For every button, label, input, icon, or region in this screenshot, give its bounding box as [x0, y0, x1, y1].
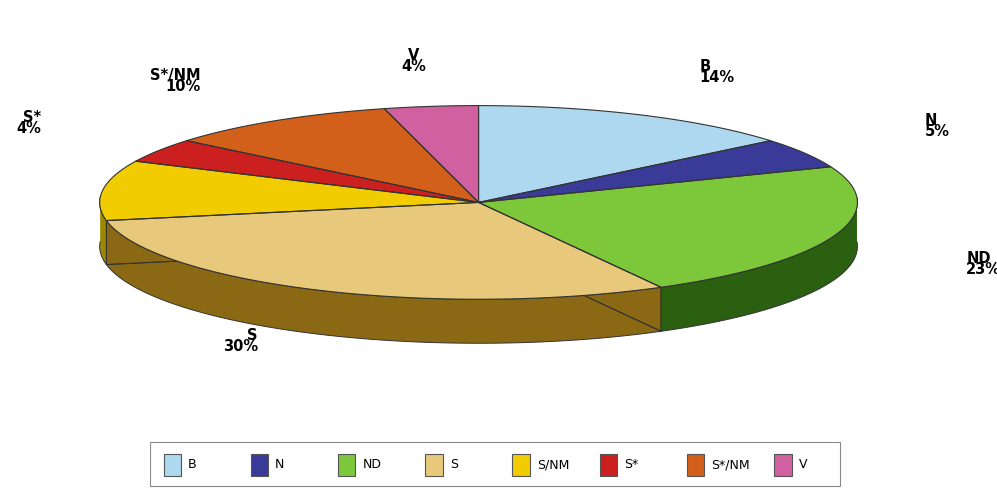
- Polygon shape: [136, 142, 479, 203]
- Polygon shape: [100, 198, 107, 265]
- Text: N: N: [925, 113, 937, 128]
- Polygon shape: [479, 142, 831, 203]
- Text: S/NM: S/NM: [536, 457, 569, 470]
- Bar: [338, 454, 355, 476]
- Text: B: B: [187, 457, 196, 470]
- Polygon shape: [384, 106, 479, 203]
- Polygon shape: [107, 221, 661, 344]
- Text: 10%: 10%: [166, 79, 200, 94]
- Text: ND: ND: [966, 250, 991, 265]
- Polygon shape: [661, 198, 857, 332]
- Polygon shape: [479, 203, 661, 332]
- Text: 5%: 5%: [925, 124, 950, 139]
- Text: S*/NM: S*/NM: [151, 67, 200, 82]
- Bar: [599, 454, 617, 476]
- Text: 4%: 4%: [16, 121, 41, 136]
- Polygon shape: [186, 109, 479, 203]
- Polygon shape: [479, 203, 661, 332]
- Text: V: V: [799, 457, 808, 470]
- Polygon shape: [107, 203, 661, 300]
- Text: S: S: [450, 457, 458, 470]
- Bar: [164, 454, 180, 476]
- Bar: [774, 454, 792, 476]
- Bar: [425, 454, 443, 476]
- Text: B: B: [699, 60, 711, 74]
- Text: S*: S*: [23, 109, 41, 124]
- Text: 4%: 4%: [401, 59, 426, 73]
- Polygon shape: [479, 106, 771, 203]
- Bar: [250, 454, 268, 476]
- Polygon shape: [107, 203, 479, 265]
- Bar: [512, 454, 530, 476]
- Text: N: N: [275, 457, 284, 470]
- Polygon shape: [479, 167, 857, 288]
- Bar: [687, 454, 704, 476]
- Text: V: V: [408, 47, 420, 62]
- Text: ND: ND: [363, 457, 382, 470]
- Text: 30%: 30%: [222, 338, 258, 353]
- Text: S*/NM: S*/NM: [711, 457, 750, 470]
- Polygon shape: [100, 162, 479, 221]
- Text: S*: S*: [624, 457, 638, 470]
- Text: 14%: 14%: [699, 70, 735, 85]
- Polygon shape: [107, 203, 479, 265]
- Text: 23%: 23%: [966, 262, 997, 276]
- Text: S: S: [247, 327, 258, 342]
